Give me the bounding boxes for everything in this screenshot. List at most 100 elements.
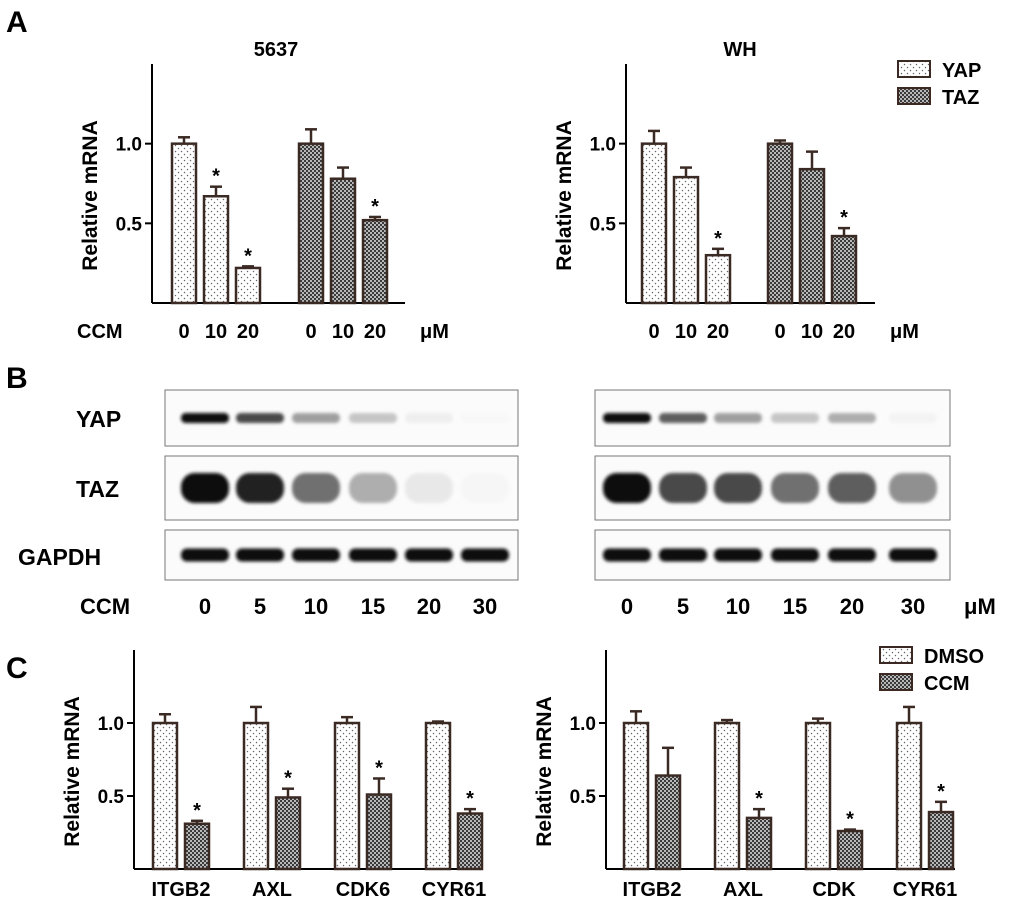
legend-a: YAP TAZ: [897, 60, 981, 109]
bar: [361, 218, 389, 305]
panel-label-a: A: [6, 6, 28, 39]
bar: [713, 721, 741, 871]
bar: [895, 721, 923, 871]
bar: [274, 796, 302, 871]
legend-label-ccm: CCM: [924, 673, 970, 695]
wb-lane-label-right: 10: [726, 594, 750, 619]
band-gapdh: [603, 548, 651, 562]
x-category-label: CDK6: [336, 879, 390, 901]
bar: [745, 816, 773, 871]
bar: [830, 234, 858, 305]
band-taz: [771, 473, 819, 503]
x-category-label: 20: [707, 321, 729, 343]
bar: [798, 167, 826, 305]
significance-star: *: [244, 245, 252, 267]
band-taz: [292, 473, 340, 503]
band-yap: [405, 413, 453, 423]
legend-swatch-dmso: [879, 646, 913, 664]
band-gapdh: [181, 548, 229, 562]
band-taz: [828, 473, 876, 503]
x-row-label: CCM: [77, 321, 123, 343]
y-axis-label: Relative mRNA: [61, 696, 84, 847]
band-gapdh: [292, 548, 340, 562]
band-taz: [181, 473, 229, 503]
y-tick-label: 1.0: [570, 714, 596, 735]
bar: [202, 194, 230, 305]
band-yap: [603, 413, 651, 423]
band-taz: [714, 473, 762, 503]
band-taz: [603, 473, 651, 503]
bar-chart-5637: 0.5 1.0 Relative mRNA 5637 * * * 0 10 20 0 10 20 CCM μ…: [77, 39, 449, 343]
bar: [234, 266, 262, 305]
x-category-label: AXL: [723, 879, 763, 901]
band-yap: [771, 413, 819, 423]
band-gapdh: [461, 548, 509, 562]
bar: [333, 721, 361, 871]
x-category-label: 20: [237, 321, 259, 343]
band-yap: [889, 413, 937, 423]
wb-lane-label-right: 30: [901, 594, 925, 619]
x-category-label: 10: [801, 321, 823, 343]
band-yap: [714, 413, 762, 423]
x-category-label: 0: [178, 321, 189, 343]
legend-label-yap: YAP: [942, 60, 981, 82]
legend-swatch-taz: [897, 87, 931, 105]
legend-label-taz: TAZ: [942, 87, 979, 109]
significance-star: *: [755, 788, 763, 810]
band-yap: [828, 413, 876, 423]
x-category-label: 20: [833, 321, 855, 343]
western-blot: YAP TAZ GAPDH CCM 0 0 5 5 10 10 15 15 20 20 30 30 μ…: [18, 389, 996, 619]
wb-row-label-yap: YAP: [76, 406, 121, 432]
bar-chart-c-left: 0.5 1.0 Relative mRNA * * * * ITGB2 AXL CDK6 CYR61: [61, 650, 486, 901]
x-category-label: CYR61: [422, 879, 486, 901]
y-tick-label: 0.5: [116, 214, 143, 235]
x-category-label: AXL: [252, 879, 292, 901]
legend-label-dmso: DMSO: [924, 646, 984, 668]
legend-c: DMSO CCM: [879, 646, 984, 695]
band-yap: [461, 413, 509, 423]
significance-star: *: [284, 768, 292, 790]
bar: [329, 177, 357, 305]
x-category-label: 10: [332, 321, 354, 343]
wb-lane-label-right: 5: [677, 594, 689, 619]
y-axis-label: Relative mRNA: [79, 120, 102, 271]
x-category-label: ITGB2: [152, 879, 211, 901]
wb-left-blots: [164, 389, 519, 581]
x-category-label: 10: [205, 321, 227, 343]
band-gapdh: [405, 548, 453, 562]
band-gapdh: [659, 548, 707, 562]
bar: [242, 721, 270, 871]
bar: [804, 721, 832, 871]
x-category-label: 20: [364, 321, 386, 343]
band-gapdh: [236, 548, 284, 562]
wb-unit-label: μM: [964, 594, 996, 619]
band-taz: [889, 473, 937, 503]
band-gapdh: [889, 548, 937, 562]
bar: [927, 810, 955, 871]
band-yap: [659, 413, 707, 423]
significance-star: *: [846, 809, 854, 831]
wb-lane-label-left: 0: [199, 594, 211, 619]
y-axis-label: Relative mRNA: [533, 696, 556, 847]
wb-lane-label-left: 15: [361, 594, 385, 619]
bar: [622, 721, 650, 871]
wb-lane-label-left: 5: [254, 594, 266, 619]
band-taz: [236, 473, 284, 503]
band-gapdh: [714, 548, 762, 562]
wb-lane-labels: 0 0 5 5 10 10 15 15 20 20 30 30: [199, 594, 925, 619]
panel-label-b: B: [6, 362, 28, 395]
band-yap: [349, 413, 397, 423]
bar: [640, 142, 668, 305]
bar: [836, 829, 864, 871]
wb-right-blots: [594, 389, 951, 581]
band-taz: [405, 473, 453, 503]
significance-star: *: [840, 207, 848, 229]
band-gapdh: [828, 548, 876, 562]
bar: [766, 142, 794, 305]
bar: [183, 822, 211, 871]
x-category-label: 10: [675, 321, 697, 343]
wb-lane-label-right: 15: [783, 594, 807, 619]
bar: [704, 253, 732, 305]
significance-star: *: [212, 166, 220, 188]
